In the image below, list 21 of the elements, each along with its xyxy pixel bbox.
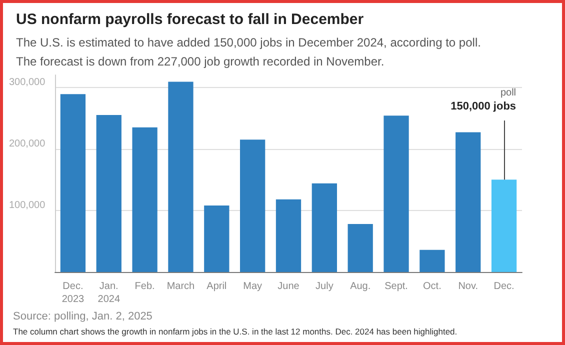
source-note: Source: polling, Jan. 2, 2025 bbox=[13, 310, 152, 322]
x-tick-label: Dec. bbox=[494, 281, 514, 292]
chart-subtitle: The U.S. is estimated to have added 150,000 jobs in December 2024, according to poll. The forecast is down from 227,000 job growth recorded in November. bbox=[16, 36, 481, 68]
x-tick-label: June bbox=[278, 281, 300, 292]
x-tick-label: March bbox=[166, 281, 195, 292]
y-tick-label: 200,000 bbox=[9, 138, 46, 150]
x-tick-label: July bbox=[316, 281, 334, 292]
x-tick-label: Dec. 2023 bbox=[62, 281, 85, 305]
x-tick-label: April bbox=[206, 281, 227, 292]
x-tick-label: Oct. bbox=[423, 281, 442, 292]
x-tick-label: Sept. bbox=[384, 281, 408, 292]
chart-title: US nonfarm payrolls forecast to fall in December bbox=[16, 11, 364, 28]
text: The column chart shows the growth in nonfarm jobs in the U.S. in the last 12 months. Dec. 2024 has been highlighted. bbox=[13, 326, 458, 336]
x-tick-label: May bbox=[243, 281, 262, 292]
x-tick-label: Feb. bbox=[134, 281, 155, 292]
annotation: poll 150,000 jobs bbox=[450, 88, 516, 113]
x-tick-label: Aug. bbox=[350, 281, 371, 292]
y-tick-label: 100,000 bbox=[9, 200, 46, 211]
y-tick-label: 300,000 bbox=[9, 76, 46, 88]
x-tick-label: Jan. 2024 bbox=[98, 281, 120, 305]
x-tick-label: Nov. bbox=[458, 281, 478, 292]
